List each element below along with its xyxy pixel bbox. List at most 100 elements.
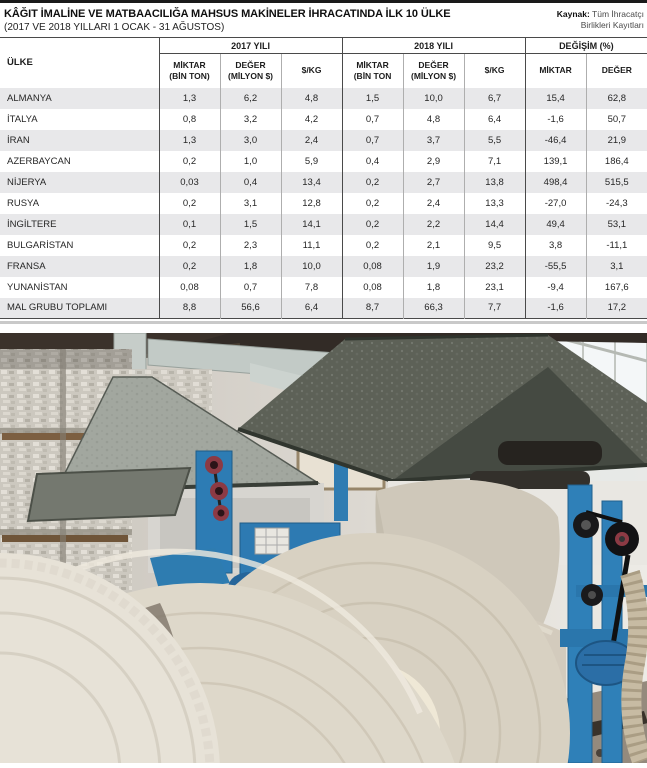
value-cell: 167,6 — [585, 276, 647, 298]
value-cell: 1,8 — [219, 255, 281, 277]
table-row: ALMANYA 1,3 6,2 4,8 1,5 10,0 6,7 15,4 62,8 — [0, 87, 647, 109]
value-cell: 7,8 — [280, 276, 343, 298]
table-row: RUSYA 0,2 3,1 12,8 0,2 2,4 13,3 -27,0 -24,3 — [0, 192, 647, 214]
value-cell: 2,3 — [219, 234, 281, 256]
value-cell: 3,8 — [524, 234, 587, 256]
value-cell: 1,3 — [158, 87, 220, 109]
country-cell: YUNANİSTAN — [7, 281, 68, 293]
page-subtitle: (2017 VE 2018 YILLARI 1 OCAK - 31 AĞUSTO… — [4, 22, 225, 33]
value-cell: 13,8 — [463, 171, 526, 193]
column-header-2018-deger: DEĞER (MİLYON $) — [402, 53, 465, 88]
column-header-change-miktar: MİKTAR — [524, 53, 587, 88]
table-row: MAL GRUBU TOPLAMI 8,8 56,6 6,4 8,7 66,3 7,7 -1,… — [0, 297, 647, 319]
table-row: YUNANİSTAN 0,08 0,7 7,8 0,08 1,8 23,1 -9,4 167,6 — [0, 276, 647, 298]
value-cell: 2,1 — [402, 234, 465, 256]
country-cell: MAL GRUBU TOPLAMI — [7, 302, 108, 314]
table-row: FRANSA 0,2 1,8 10,0 0,08 1,9 23,2 -55,5 3,1 — [0, 255, 647, 277]
value-cell: 2,9 — [402, 150, 465, 172]
column-header-2018-kg: $/KG — [463, 53, 526, 88]
value-cell: 56,6 — [219, 297, 281, 319]
value-cell: 2,4 — [402, 192, 465, 214]
value-cell: -9,4 — [524, 276, 587, 298]
table-body: ALMANYA 1,3 6,2 4,8 1,5 10,0 6,7 15,4 62,8 İTALYA… — [0, 87, 647, 319]
value-cell: 8,8 — [158, 297, 220, 319]
value-cell: 10,0 — [280, 255, 343, 277]
value-cell: 62,8 — [585, 87, 647, 109]
value-cell: 139,1 — [524, 150, 587, 172]
value-cell: -1,6 — [524, 108, 587, 130]
value-cell: 21,9 — [585, 129, 647, 151]
value-cell: 49,4 — [524, 213, 587, 235]
value-cell: 0,2 — [341, 213, 404, 235]
country-cell: NİJERYA — [7, 176, 47, 188]
source-text-line2: Birlikleri Kayıtları — [580, 20, 644, 31]
page-title: KÂĞIT İMALİNE VE MATBAACILIĞA MAHSUS MAK… — [4, 8, 451, 20]
value-cell: 5,9 — [280, 150, 343, 172]
column-header-2018-miktar: MİKTAR (BİN TON — [341, 53, 404, 88]
country-cell: ALMANYA — [7, 92, 52, 104]
table-row: İNGİLTERE 0,1 1,5 14,1 0,2 2,2 14,4 49,4 53,1 — [0, 213, 647, 235]
value-cell: 0,2 — [341, 192, 404, 214]
value-cell: 515,5 — [585, 171, 647, 193]
value-cell: 0,2 — [158, 255, 220, 277]
value-cell: 3,1 — [219, 192, 281, 214]
value-cell: 3,0 — [219, 129, 281, 151]
value-cell: 1,9 — [402, 255, 465, 277]
value-cell: 0,4 — [219, 171, 281, 193]
value-cell: -55,5 — [524, 255, 587, 277]
value-cell: -1,6 — [524, 297, 587, 319]
table-row: İRAN 1,3 3,0 2,4 0,7 3,7 5,5 -46,4 21,9 — [0, 129, 647, 151]
value-cell: 3,7 — [402, 129, 465, 151]
group-header-row: ÜLKE 2017 YILI 2018 YILI DEĞİŞİM (%) — [0, 37, 647, 68]
value-cell: 23,2 — [463, 255, 526, 277]
source-text-line1: Tüm İhracatçı — [592, 9, 644, 19]
value-cell: 1,8 — [402, 276, 465, 298]
value-cell: 6,2 — [219, 87, 281, 109]
value-cell: 0,7 — [341, 129, 404, 151]
value-cell: 7,7 — [463, 297, 526, 319]
value-cell: 15,4 — [524, 87, 587, 109]
paper-mill-photo — [0, 333, 647, 763]
country-cell: FRANSA — [7, 260, 46, 272]
source-note: Kaynak: Tüm İhracatçı Birlikleri Kayıtla… — [557, 8, 644, 31]
column-header-change-deger: DEĞER — [585, 53, 647, 88]
value-cell: 2,4 — [280, 129, 343, 151]
group-header-change: DEĞİŞİM (%) — [524, 37, 647, 54]
value-cell: 7,1 — [463, 150, 526, 172]
value-cell: 3,1 — [585, 255, 647, 277]
value-cell: 0,08 — [158, 276, 220, 298]
value-cell: -11,1 — [585, 234, 647, 256]
value-cell: 6,4 — [463, 108, 526, 130]
value-cell: -27,0 — [524, 192, 587, 214]
table-row: AZERBAYCAN 0,2 1,0 5,9 0,4 2,9 7,1 139,1 186,4 — [0, 150, 647, 172]
value-cell: 186,4 — [585, 150, 647, 172]
value-cell: 13,3 — [463, 192, 526, 214]
value-cell: 4,2 — [280, 108, 343, 130]
value-cell: 53,1 — [585, 213, 647, 235]
value-cell: 10,0 — [402, 87, 465, 109]
country-cell: AZERBAYCAN — [7, 155, 71, 167]
value-cell: 0,2 — [341, 171, 404, 193]
table-head: ÜLKE 2017 YILI 2018 YILI DEĞİŞİM (%) MİK… — [0, 37, 647, 88]
value-cell: 1,5 — [341, 87, 404, 109]
value-cell: 4,8 — [402, 108, 465, 130]
value-cell: 17,2 — [585, 297, 647, 319]
country-cell: RUSYA — [7, 197, 40, 209]
value-cell: 23,1 — [463, 276, 526, 298]
value-cell: 0,4 — [341, 150, 404, 172]
value-cell: 0,2 — [341, 234, 404, 256]
value-cell: -46,4 — [524, 129, 587, 151]
value-cell: 14,1 — [280, 213, 343, 235]
value-cell: 0,03 — [158, 171, 220, 193]
photo-wrap — [0, 333, 647, 763]
value-cell: 12,8 — [280, 192, 343, 214]
column-header-country: ÜLKE — [7, 57, 33, 69]
value-cell: -24,3 — [585, 192, 647, 214]
top-rule — [0, 0, 647, 3]
export-data-table: ÜLKE 2017 YILI 2018 YILI DEĞİŞİM (%) MİK… — [0, 37, 647, 319]
bottom-gray-rule — [0, 321, 647, 324]
country-cell: BULGARİSTAN — [7, 239, 74, 251]
value-cell: 50,7 — [585, 108, 647, 130]
value-cell: 0,2 — [158, 150, 220, 172]
value-cell: 6,7 — [463, 87, 526, 109]
